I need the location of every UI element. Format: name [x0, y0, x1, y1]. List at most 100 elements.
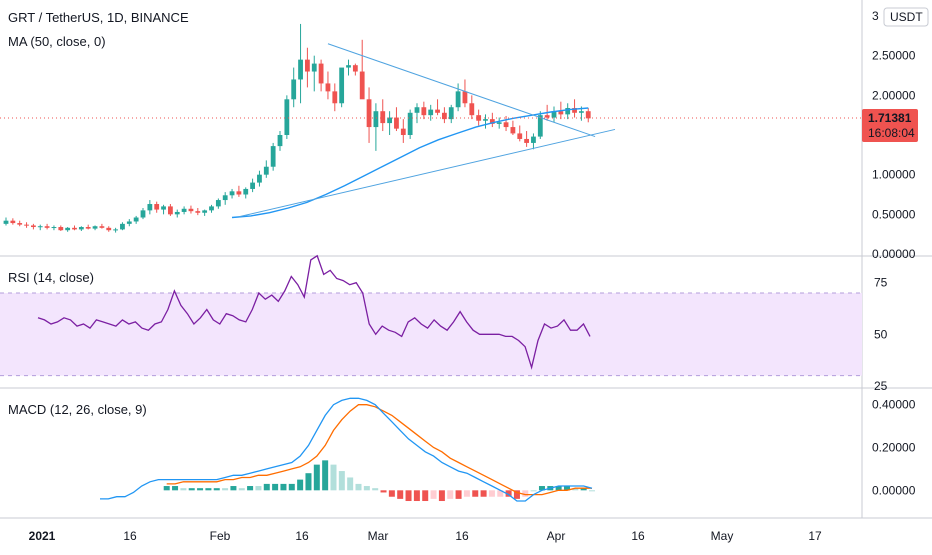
time-axis-label: Mar — [368, 529, 389, 543]
macd-histogram-bar — [463, 490, 470, 497]
macd-tick-label: 0.20000 — [872, 441, 916, 455]
time-axis-label: Feb — [210, 529, 231, 543]
candle-body — [3, 220, 9, 224]
candle-body — [229, 191, 235, 196]
candle-body — [496, 122, 502, 124]
macd-histogram-bar — [213, 488, 220, 491]
macd-histogram-bar — [589, 490, 595, 492]
ma-legend[interactable]: MA (50, close, 0) — [8, 34, 106, 49]
candle-body — [531, 136, 536, 143]
candle-body — [517, 133, 523, 139]
macd-histogram-bar — [255, 486, 262, 491]
macd-histogram-bar — [363, 486, 370, 491]
macd-histogram-bar — [422, 490, 429, 502]
candle-body — [24, 224, 29, 226]
candle-body — [318, 63, 324, 84]
candle-body — [284, 99, 290, 135]
trendline-lower — [238, 128, 616, 218]
macd-histogram-bar — [280, 483, 287, 491]
candle-body — [483, 119, 488, 121]
candle-body — [551, 111, 557, 118]
rsi-tick-label: 50 — [874, 327, 888, 341]
ma-line — [231, 107, 589, 219]
candle-body — [106, 227, 112, 231]
time-axis-label: Apr — [547, 529, 566, 543]
macd-histogram-bar — [530, 490, 537, 492]
time-axis-label: 16 — [123, 529, 137, 543]
macd-histogram-bar — [472, 490, 479, 497]
candle-body — [537, 115, 543, 137]
candle-body — [44, 226, 50, 228]
symbol-legend[interactable]: GRT / TetherUS, 1D, BINANCE — [8, 10, 189, 25]
candle-body — [579, 111, 584, 113]
candle-body — [85, 227, 91, 229]
macd-histogram-bar — [288, 483, 295, 491]
candle-body — [209, 206, 214, 211]
candle-body — [113, 229, 118, 231]
macd-histogram-bar — [397, 490, 404, 499]
last-price-tag — [862, 109, 918, 143]
candle-body — [99, 226, 105, 228]
candle-body — [31, 225, 36, 228]
time-axis-label: 16 — [631, 529, 645, 543]
candle-body — [462, 91, 468, 104]
macd-histogram-bar — [197, 488, 204, 491]
candle-body — [188, 208, 194, 212]
candle-body — [503, 122, 509, 128]
candle-body — [270, 146, 276, 167]
macd-histogram-bar — [522, 490, 529, 497]
macd-histogram-bar — [222, 488, 229, 491]
candle-body — [435, 109, 440, 113]
macd-histogram-bar — [388, 490, 395, 497]
macd-histogram-bar — [247, 486, 254, 491]
macd-legend[interactable]: MACD (12, 26, close, 9) — [8, 402, 147, 417]
candle-body — [380, 111, 386, 124]
candle-body — [469, 103, 475, 116]
candle-body — [65, 227, 71, 231]
candle-body — [585, 111, 591, 119]
candle-body — [147, 204, 153, 211]
candle-body — [510, 127, 516, 134]
macd-histogram-bar — [188, 488, 195, 491]
candle-body — [414, 107, 420, 113]
macd-histogram-bar — [338, 471, 345, 491]
candle-body — [298, 59, 303, 80]
candle-body — [339, 67, 345, 104]
candle-body — [51, 227, 57, 229]
candle-body — [407, 112, 413, 135]
candle-body — [140, 210, 146, 218]
candle-body — [168, 206, 173, 215]
macd-signal-line — [166, 404, 592, 496]
candle-body — [421, 107, 427, 116]
macd-histogram-bar — [330, 464, 337, 491]
candle-body — [524, 138, 529, 143]
macd-histogram-bar — [380, 490, 387, 493]
candle-body — [10, 220, 16, 224]
macd-histogram-bar — [238, 488, 245, 491]
candle-body — [72, 227, 77, 230]
candle-body — [346, 65, 351, 68]
macd-histogram-bar — [272, 483, 279, 491]
candle-body — [37, 226, 43, 228]
macd-histogram-bar — [313, 464, 320, 491]
macd-histogram-bar — [305, 473, 312, 491]
rsi-line — [37, 254, 591, 370]
candle-body — [250, 182, 255, 189]
candle-body — [373, 111, 379, 128]
candle-body — [133, 217, 139, 222]
candle-body — [544, 115, 550, 118]
candle-body — [428, 109, 434, 116]
macd-histogram-bar — [430, 490, 437, 499]
macd-histogram-bar — [172, 486, 179, 491]
macd-histogram-bar — [480, 490, 487, 497]
candle-body — [366, 99, 372, 128]
rsi-band — [0, 293, 862, 376]
candle-body — [359, 71, 365, 100]
candle-body — [174, 211, 180, 215]
rsi-legend[interactable]: RSI (14, close) — [8, 270, 94, 285]
macd-histogram-bar — [405, 490, 412, 502]
time-axis-label: May — [711, 529, 734, 543]
candle-body — [215, 200, 221, 207]
candle-body — [558, 111, 564, 115]
price-tick-label: 1.00000 — [872, 168, 916, 182]
